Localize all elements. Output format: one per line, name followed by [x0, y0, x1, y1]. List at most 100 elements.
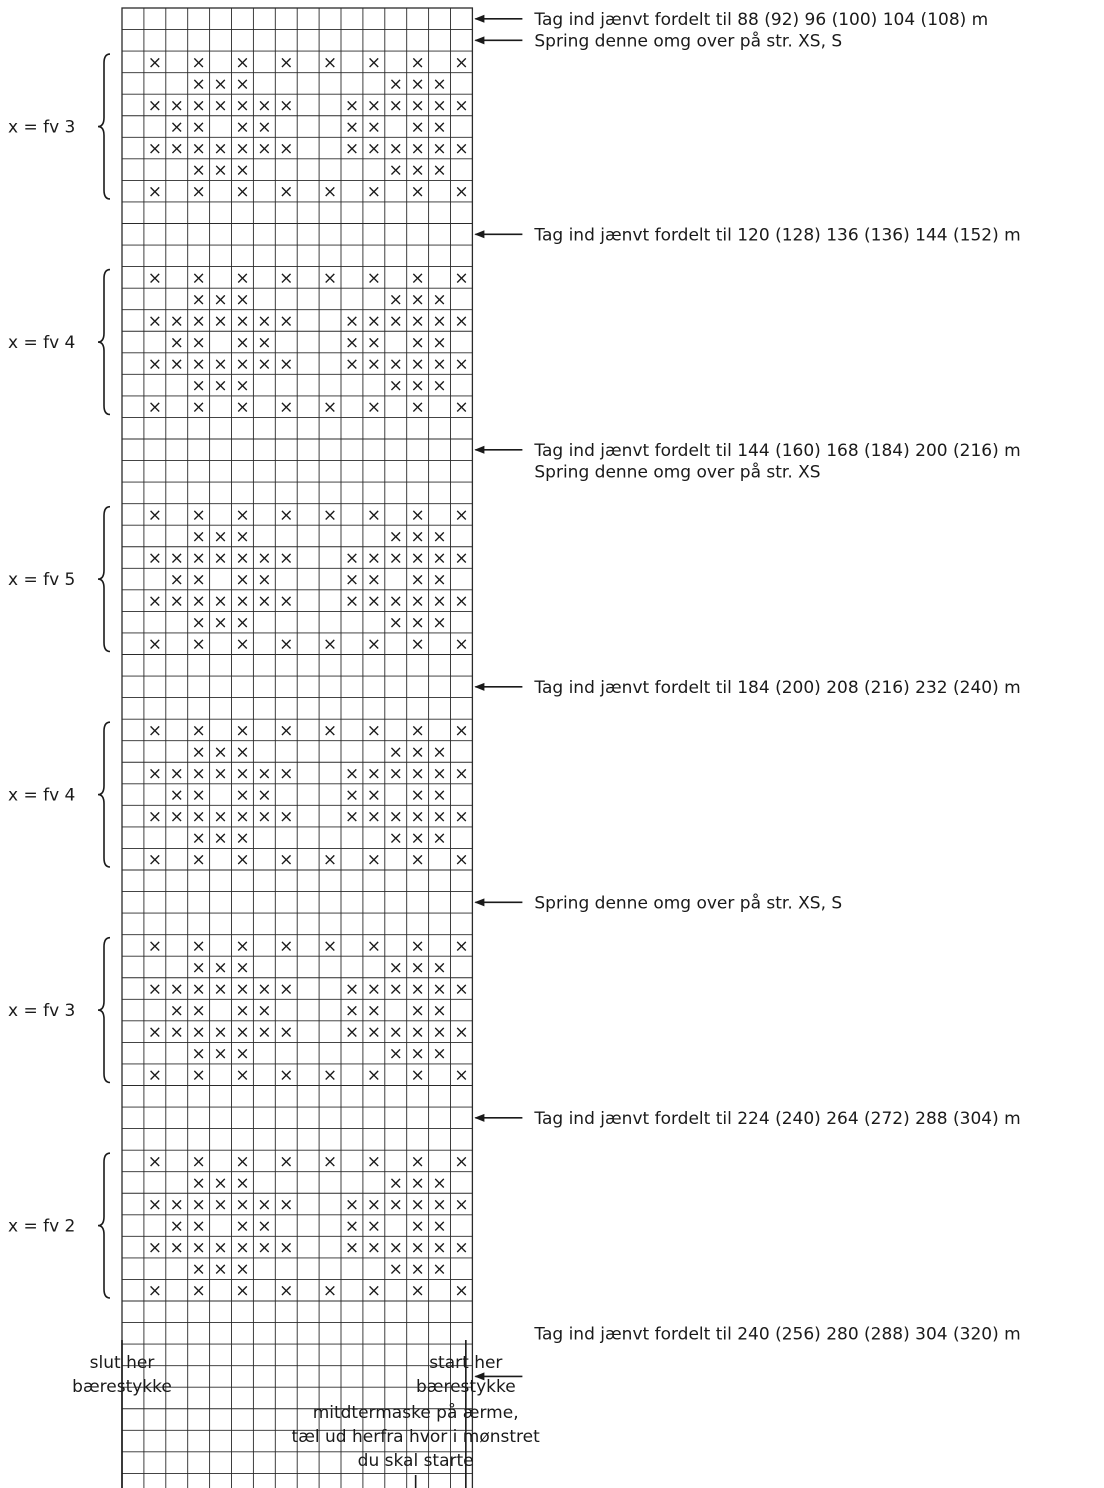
cross-symbol: ×: [235, 1001, 249, 1021]
cross-symbol: ×: [432, 1195, 446, 1215]
cross-symbol: ×: [279, 1238, 293, 1258]
cross-symbol: ×: [192, 355, 206, 375]
cross-symbol: ×: [279, 398, 293, 418]
cross-symbol: ×: [323, 1152, 337, 1172]
cross-symbol: ×: [257, 549, 271, 569]
cross-symbol: ×: [454, 592, 468, 612]
cross-symbol: ×: [213, 74, 227, 94]
cross-symbol: ×: [192, 290, 206, 310]
cross-symbol: ×: [192, 118, 206, 138]
cross-symbol: ×: [454, 182, 468, 202]
cross-symbol: ×: [170, 592, 184, 612]
brace: [97, 1152, 111, 1299]
cross-symbol: ×: [454, 980, 468, 1000]
cross-symbol: ×: [367, 398, 381, 418]
cross-symbol: ×: [411, 721, 425, 741]
cross-symbol: ×: [257, 764, 271, 784]
cross-symbol: ×: [213, 1238, 227, 1258]
cross-symbol: ×: [454, 1195, 468, 1215]
cross-symbol: ×: [279, 1152, 293, 1172]
cross-symbol: ×: [367, 268, 381, 288]
cross-symbol: ×: [411, 1195, 425, 1215]
cross-symbol: ×: [411, 980, 425, 1000]
cross-symbol: ×: [213, 311, 227, 331]
cross-symbol: ×: [213, 96, 227, 116]
cross-symbol: ×: [279, 355, 293, 375]
cross-symbol: ×: [454, 1152, 468, 1172]
cross-symbol: ×: [192, 376, 206, 396]
cross-symbol: ×: [389, 592, 403, 612]
cross-symbol: ×: [148, 268, 162, 288]
cross-symbol: ×: [432, 829, 446, 849]
cross-symbol: ×: [432, 1044, 446, 1064]
cross-symbol: ×: [148, 1281, 162, 1301]
cross-symbol: ×: [389, 742, 403, 762]
cross-symbol: ×: [213, 807, 227, 827]
cross-symbol: ×: [411, 936, 425, 956]
cross-symbol: ×: [432, 376, 446, 396]
cross-symbol: ×: [213, 613, 227, 633]
cross-symbol: ×: [323, 182, 337, 202]
cross-symbol: ×: [454, 1023, 468, 1043]
cross-symbol: ×: [170, 1001, 184, 1021]
cross-symbol: ×: [432, 1238, 446, 1258]
cross-symbol: ×: [345, 96, 359, 116]
cross-symbol: ×: [235, 1195, 249, 1215]
cross-symbol: ×: [432, 1001, 446, 1021]
cross-symbol: ×: [323, 850, 337, 870]
cross-symbol: ×: [235, 1044, 249, 1064]
cross-symbol: ×: [454, 355, 468, 375]
brace: [97, 721, 111, 868]
cross-symbol: ×: [148, 549, 162, 569]
cross-symbol: ×: [279, 592, 293, 612]
cross-symbol: ×: [411, 786, 425, 806]
cross-symbol: ×: [432, 161, 446, 181]
cross-symbol: ×: [192, 1281, 206, 1301]
cross-symbol: ×: [367, 850, 381, 870]
cross-symbol: ×: [235, 742, 249, 762]
cross-symbol: ×: [257, 355, 271, 375]
cross-symbol: ×: [235, 958, 249, 978]
cross-symbol: ×: [257, 980, 271, 1000]
cross-symbol: ×: [389, 829, 403, 849]
cross-symbol: ×: [432, 527, 446, 547]
color-label: x = fv 2: [8, 1217, 75, 1237]
cross-symbol: ×: [411, 958, 425, 978]
cross-symbol: ×: [389, 139, 403, 159]
cross-symbol: ×: [279, 850, 293, 870]
cross-symbol: ×: [235, 355, 249, 375]
cross-symbol: ×: [454, 398, 468, 418]
cross-symbol: ×: [170, 333, 184, 353]
cross-symbol: ×: [148, 311, 162, 331]
cross-symbol: ×: [389, 1173, 403, 1193]
cross-symbol: ×: [411, 635, 425, 655]
cross-symbol: ×: [235, 398, 249, 418]
cross-symbol: ×: [411, 161, 425, 181]
cross-symbol: ×: [148, 1023, 162, 1043]
row-note: Tag ind jænvt fordelt til 184 (200) 208 …: [533, 678, 1020, 698]
cross-symbol: ×: [235, 850, 249, 870]
cross-symbol: ×: [367, 96, 381, 116]
cross-symbol: ×: [411, 53, 425, 73]
cross-symbol: ×: [367, 182, 381, 202]
cross-symbol: ×: [389, 613, 403, 633]
cross-symbol: ×: [235, 980, 249, 1000]
cross-symbol: ×: [257, 1023, 271, 1043]
start-label-line: start her: [429, 1353, 502, 1373]
cross-symbol: ×: [170, 355, 184, 375]
cross-symbol: ×: [454, 268, 468, 288]
cross-symbol: ×: [192, 980, 206, 1000]
cross-symbol: ×: [170, 1217, 184, 1237]
cross-symbol: ×: [213, 527, 227, 547]
cross-symbol: ×: [323, 268, 337, 288]
cross-symbol: ×: [279, 1281, 293, 1301]
cross-symbol: ×: [192, 613, 206, 633]
cross-symbol: ×: [279, 268, 293, 288]
row-note: Tag ind jænvt fordelt til 144 (160) 168 …: [533, 441, 1020, 461]
cross-symbol: ×: [257, 1238, 271, 1258]
cross-symbol: ×: [454, 53, 468, 73]
cross-symbol: ×: [345, 118, 359, 138]
cross-symbol: ×: [192, 268, 206, 288]
cross-symbol: ×: [235, 1281, 249, 1301]
cross-symbol: ×: [213, 980, 227, 1000]
